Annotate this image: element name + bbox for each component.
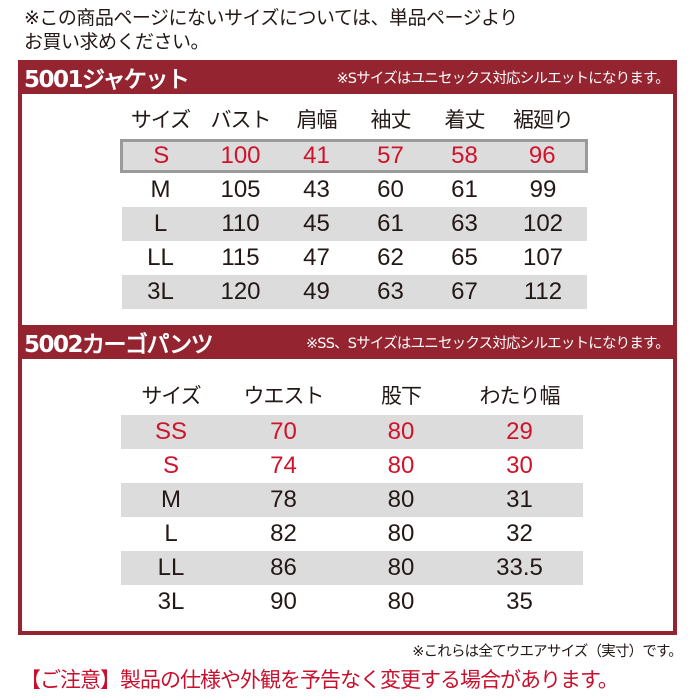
pants-header-row: サイズ ウエスト 股下 わたり幅 <box>121 375 583 415</box>
cell: 120 <box>199 275 282 309</box>
cell: 29 <box>456 415 583 449</box>
actual-size-footnote: ※これらは全てウエアサイズ（実寸）です。 <box>412 644 683 660</box>
cell: 110 <box>199 207 282 241</box>
cell: 112 <box>499 275 587 309</box>
cell: 60 <box>377 176 404 203</box>
cell: 61 <box>351 207 430 241</box>
cell: 90 <box>270 588 297 615</box>
header-length: 着丈 <box>444 108 486 132</box>
cell: 99 <box>529 176 557 203</box>
cell: 100 <box>199 139 282 173</box>
cell: 115 <box>221 244 260 271</box>
header-sleeve: 袖丈 <box>370 108 412 132</box>
cell-size: M <box>121 483 221 517</box>
table-row: L 110 45 61 63 102 <box>121 207 587 241</box>
cell: 63 <box>351 275 430 309</box>
cell-size: 3L <box>121 275 200 309</box>
cell: 78 <box>221 483 346 517</box>
jacket-header-bar: 5001ジャケット ※Sサイズはユニセックス対応シルエットになります。 <box>18 60 677 94</box>
header-thigh: わたり幅 <box>479 384 561 408</box>
header-size: サイズ <box>141 384 201 408</box>
header-inseam: 股下 <box>381 384 422 408</box>
table-row: 3L 120 49 63 67 112 <box>121 275 587 309</box>
cell: 61 <box>451 176 478 203</box>
jacket-header-row: サイズ バスト 肩幅 袖丈 着丈 裾廻り <box>122 99 587 141</box>
cell-size: SS <box>121 415 221 449</box>
table-row: S 74 80 30 <box>121 449 583 483</box>
header-bust: バスト <box>210 108 272 132</box>
table-row: S 100 41 57 58 96 <box>120 139 588 173</box>
intro-line-2: お買い求めください。 <box>24 31 210 53</box>
cell-size: LL <box>147 244 174 271</box>
cell-size: S <box>162 452 179 479</box>
cell: 35 <box>506 588 533 615</box>
jacket-size-table: サイズ バスト 肩幅 袖丈 着丈 裾廻り S 100 41 57 58 96 M… <box>120 99 588 309</box>
cell: 80 <box>346 483 456 517</box>
cell: 43 <box>303 176 330 203</box>
cell: 32 <box>506 520 533 547</box>
intro-line-1: ※この商品ページにないサイズについては、単品ページより <box>24 7 518 29</box>
pants-unisex-note: ※SS、Sサイズはユニセックス対応シルエットになります。 <box>305 335 670 352</box>
cell: 30 <box>506 452 533 479</box>
caution-notice: 【ご注意】製品の仕様や外観を予告なく変更する場合があります。 <box>20 668 619 692</box>
cell: 102 <box>499 207 587 241</box>
cell: 86 <box>221 551 346 585</box>
jacket-title: 5001ジャケット <box>24 67 190 93</box>
cell-size: S <box>120 139 200 173</box>
table-row: 3L 90 80 35 <box>121 585 583 619</box>
cell: 57 <box>351 139 430 173</box>
cell: 58 <box>429 139 500 173</box>
cell: 33.5 <box>456 551 583 585</box>
table-row: SS 70 80 29 <box>121 415 583 449</box>
header-hem: 裾廻り <box>513 108 574 132</box>
pants-title: 5002カーゴパンツ <box>24 332 214 358</box>
cell: 63 <box>429 207 500 241</box>
table-row: LL 115 47 62 65 107 <box>122 241 587 275</box>
jacket-unisex-note: ※Sサイズはユニセックス対応シルエットになります。 <box>336 70 669 87</box>
table-row: LL 86 80 33.5 <box>121 551 583 585</box>
cell: 70 <box>221 415 346 449</box>
cell-size: LL <box>121 551 221 585</box>
cell-size: 3L <box>157 588 185 615</box>
cell-size: M <box>150 176 171 203</box>
cell: 31 <box>456 483 583 517</box>
cell: 107 <box>522 244 564 271</box>
header-waist: ウエスト <box>243 384 325 408</box>
table-row: M 105 43 60 61 99 <box>122 172 587 208</box>
cell: 41 <box>281 139 352 173</box>
cell: 80 <box>387 520 415 547</box>
intro-notice: ※この商品ページにないサイズについては、単品ページより お買い求めください。 <box>24 6 684 54</box>
table-row: L 82 80 32 <box>121 517 583 551</box>
pants-header-bar: 5002カーゴパンツ ※SS、Sサイズはユニセックス対応シルエットになります。 <box>18 325 677 359</box>
cell: 49 <box>281 275 352 309</box>
pants-size-table: サイズ ウエスト 股下 わたり幅 SS 70 80 29 S 74 80 30 … <box>121 375 583 619</box>
cell: 80 <box>346 415 456 449</box>
table-row: M 78 80 31 <box>121 483 583 517</box>
cell: 82 <box>270 520 297 547</box>
cell: 45 <box>281 207 352 241</box>
cell: 80 <box>346 551 456 585</box>
header-shoulder: 肩幅 <box>296 108 338 132</box>
cell: 105 <box>220 176 261 203</box>
cell: 47 <box>303 244 330 271</box>
cell-size: L <box>164 520 178 547</box>
cell: 65 <box>451 244 478 271</box>
cell: 96 <box>499 139 588 173</box>
header-size: サイズ <box>130 108 191 132</box>
cell: 74 <box>270 452 297 479</box>
cell: 67 <box>429 275 500 309</box>
cell: 80 <box>387 588 415 615</box>
cell: 62 <box>377 244 404 271</box>
cell-size: L <box>121 207 200 241</box>
cell: 80 <box>387 452 415 479</box>
